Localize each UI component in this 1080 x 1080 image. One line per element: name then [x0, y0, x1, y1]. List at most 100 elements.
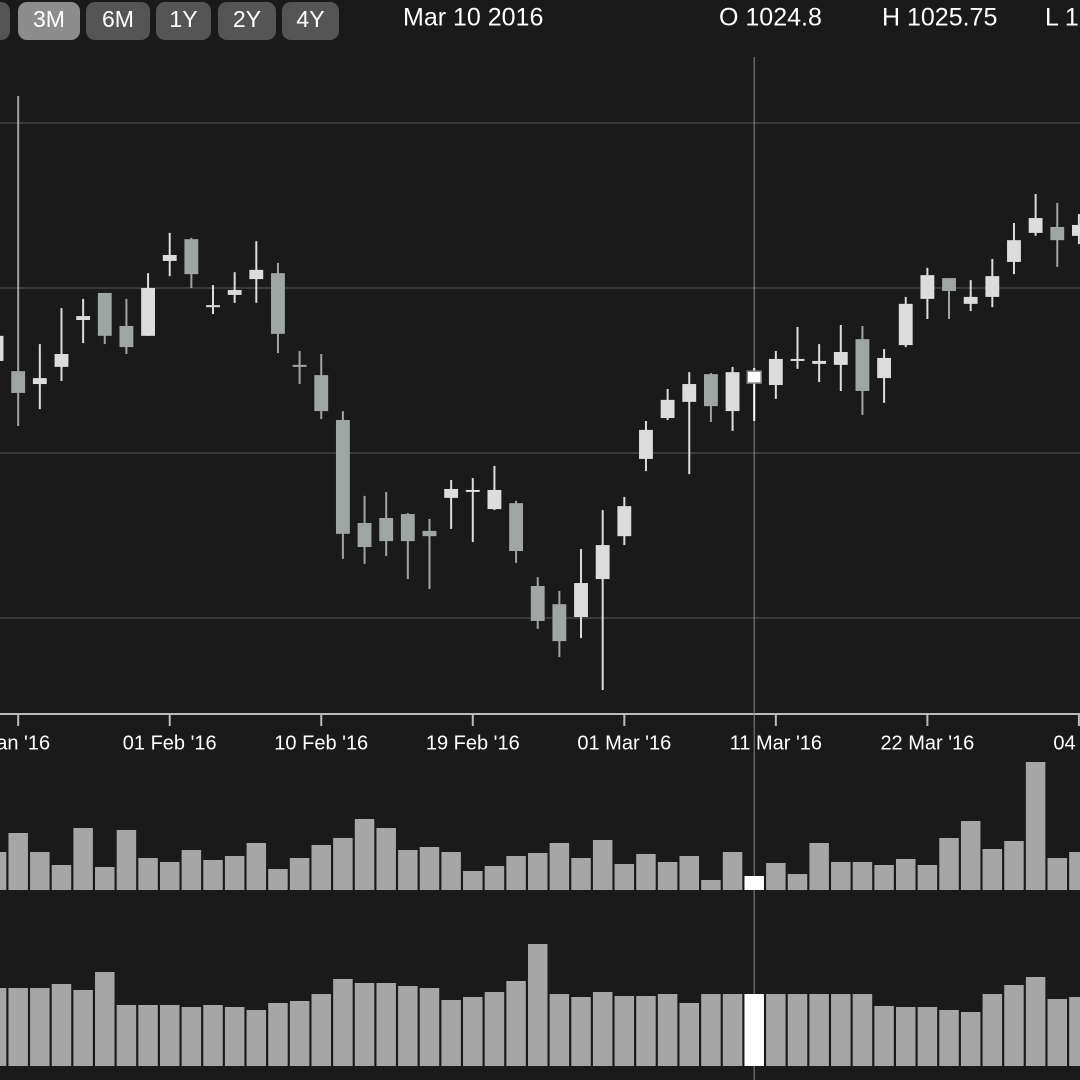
- volume-bar: [463, 871, 483, 890]
- volume-bar: [614, 864, 635, 890]
- volume-bar: [571, 997, 591, 1066]
- volume-bar: [831, 862, 851, 890]
- volume-bar: [527, 853, 548, 890]
- volume-bar: [246, 1010, 267, 1066]
- range-button-label[interactable]: 1Y: [169, 6, 197, 32]
- volume-bar: [30, 988, 50, 1066]
- range-button[interactable]: [282, 2, 339, 40]
- candle-body: [379, 518, 394, 542]
- volume-bar: [138, 1005, 158, 1066]
- volume-bar: [1004, 985, 1024, 1066]
- volume-bar: [592, 840, 613, 890]
- candle-body: [422, 530, 437, 537]
- candle-body: [790, 358, 805, 361]
- x-tick-label: 19 Feb '16: [426, 732, 520, 754]
- candle-body: [206, 305, 220, 308]
- range-button[interactable]: [156, 2, 211, 40]
- candle-body: [97, 292, 112, 336]
- volume-bar: [354, 819, 375, 890]
- volume-bar: [376, 983, 396, 1066]
- x-tick-label: 01 Feb '16: [123, 732, 217, 754]
- candle-body: [746, 370, 762, 384]
- volume-bar: [917, 1007, 938, 1066]
- volume-bar: [787, 994, 808, 1066]
- volume-bar: [744, 994, 764, 1066]
- volume-bar: [95, 867, 115, 890]
- range-button-label[interactable]: 2Y: [233, 6, 261, 32]
- volume-bar: [441, 852, 461, 890]
- volume-bar: [138, 858, 158, 890]
- volume-bar: [960, 821, 981, 890]
- candle-body: [335, 420, 350, 534]
- volume-bar: [614, 996, 635, 1066]
- volume-bar: [95, 972, 115, 1066]
- candle-body: [877, 357, 892, 379]
- volume-bar: [159, 862, 180, 890]
- volume-bar: [289, 858, 310, 890]
- candle-body: [920, 275, 935, 299]
- volume-bar: [1025, 762, 1046, 890]
- volume-bar: [159, 1005, 180, 1066]
- candle-body: [725, 372, 740, 412]
- open-label: O 1024.8: [719, 4, 822, 32]
- candle-body: [1071, 224, 1080, 236]
- candle-body: [32, 378, 47, 385]
- volume-bar: [398, 986, 418, 1066]
- candle-body: [639, 429, 653, 459]
- candle-body: [444, 488, 459, 498]
- range-button[interactable]: [18, 2, 80, 40]
- candle-body: [271, 273, 285, 334]
- volume-bar: [592, 992, 613, 1066]
- volume-bar: [441, 1000, 461, 1066]
- candle-body: [357, 522, 372, 548]
- range-button[interactable]: [218, 2, 276, 40]
- volume-bar: [484, 992, 505, 1066]
- volume-bar: [506, 981, 526, 1066]
- volume-bar: [203, 860, 223, 890]
- candle-body: [812, 360, 827, 364]
- candle-body: [660, 399, 675, 419]
- candle-body: [574, 583, 588, 618]
- volume-bar: [0, 988, 7, 1066]
- volume-bar: [701, 994, 721, 1066]
- volume-bar: [874, 865, 894, 890]
- range-button-label[interactable]: 6M: [102, 6, 134, 32]
- volume-bar: [657, 862, 678, 890]
- volume-bar: [246, 843, 267, 890]
- volume-bar: [8, 833, 28, 890]
- volume-bar: [809, 994, 829, 1066]
- candle-body: [595, 545, 610, 580]
- volume-bar: [419, 847, 440, 890]
- candle-body: [1007, 240, 1021, 262]
- candle-body: [314, 375, 329, 412]
- range-button-label[interactable]: 4Y: [296, 6, 324, 32]
- volume-bar: [289, 1001, 310, 1066]
- x-tick-label: 10 Feb '16: [274, 732, 368, 754]
- volume-bar: [333, 838, 353, 890]
- volume-bar: [1047, 858, 1068, 890]
- range-button[interactable]: [0, 2, 10, 40]
- range-button[interactable]: [86, 2, 150, 40]
- range-button-label[interactable]: 3M: [33, 6, 65, 32]
- volume-bar: [224, 1007, 245, 1066]
- volume-bar: [398, 850, 418, 890]
- volume-bar: [73, 828, 93, 890]
- candle-body: [400, 514, 415, 542]
- volume-bar: [701, 880, 721, 890]
- volume-bar: [766, 994, 786, 1066]
- volume-bar: [311, 845, 331, 890]
- volume-bar: [1004, 841, 1024, 890]
- volume-bar: [549, 843, 570, 890]
- candle-body: [0, 335, 4, 361]
- x-tick-label: 01 Mar '16: [577, 732, 671, 754]
- candle-body: [292, 364, 307, 367]
- high-label: H 1025.75: [882, 4, 997, 32]
- candle-body: [703, 374, 718, 407]
- x-tick-label: Jan '16: [0, 732, 50, 754]
- volume-bar: [895, 1007, 916, 1066]
- volume-bar: [787, 874, 808, 890]
- volume-bar: [831, 994, 851, 1066]
